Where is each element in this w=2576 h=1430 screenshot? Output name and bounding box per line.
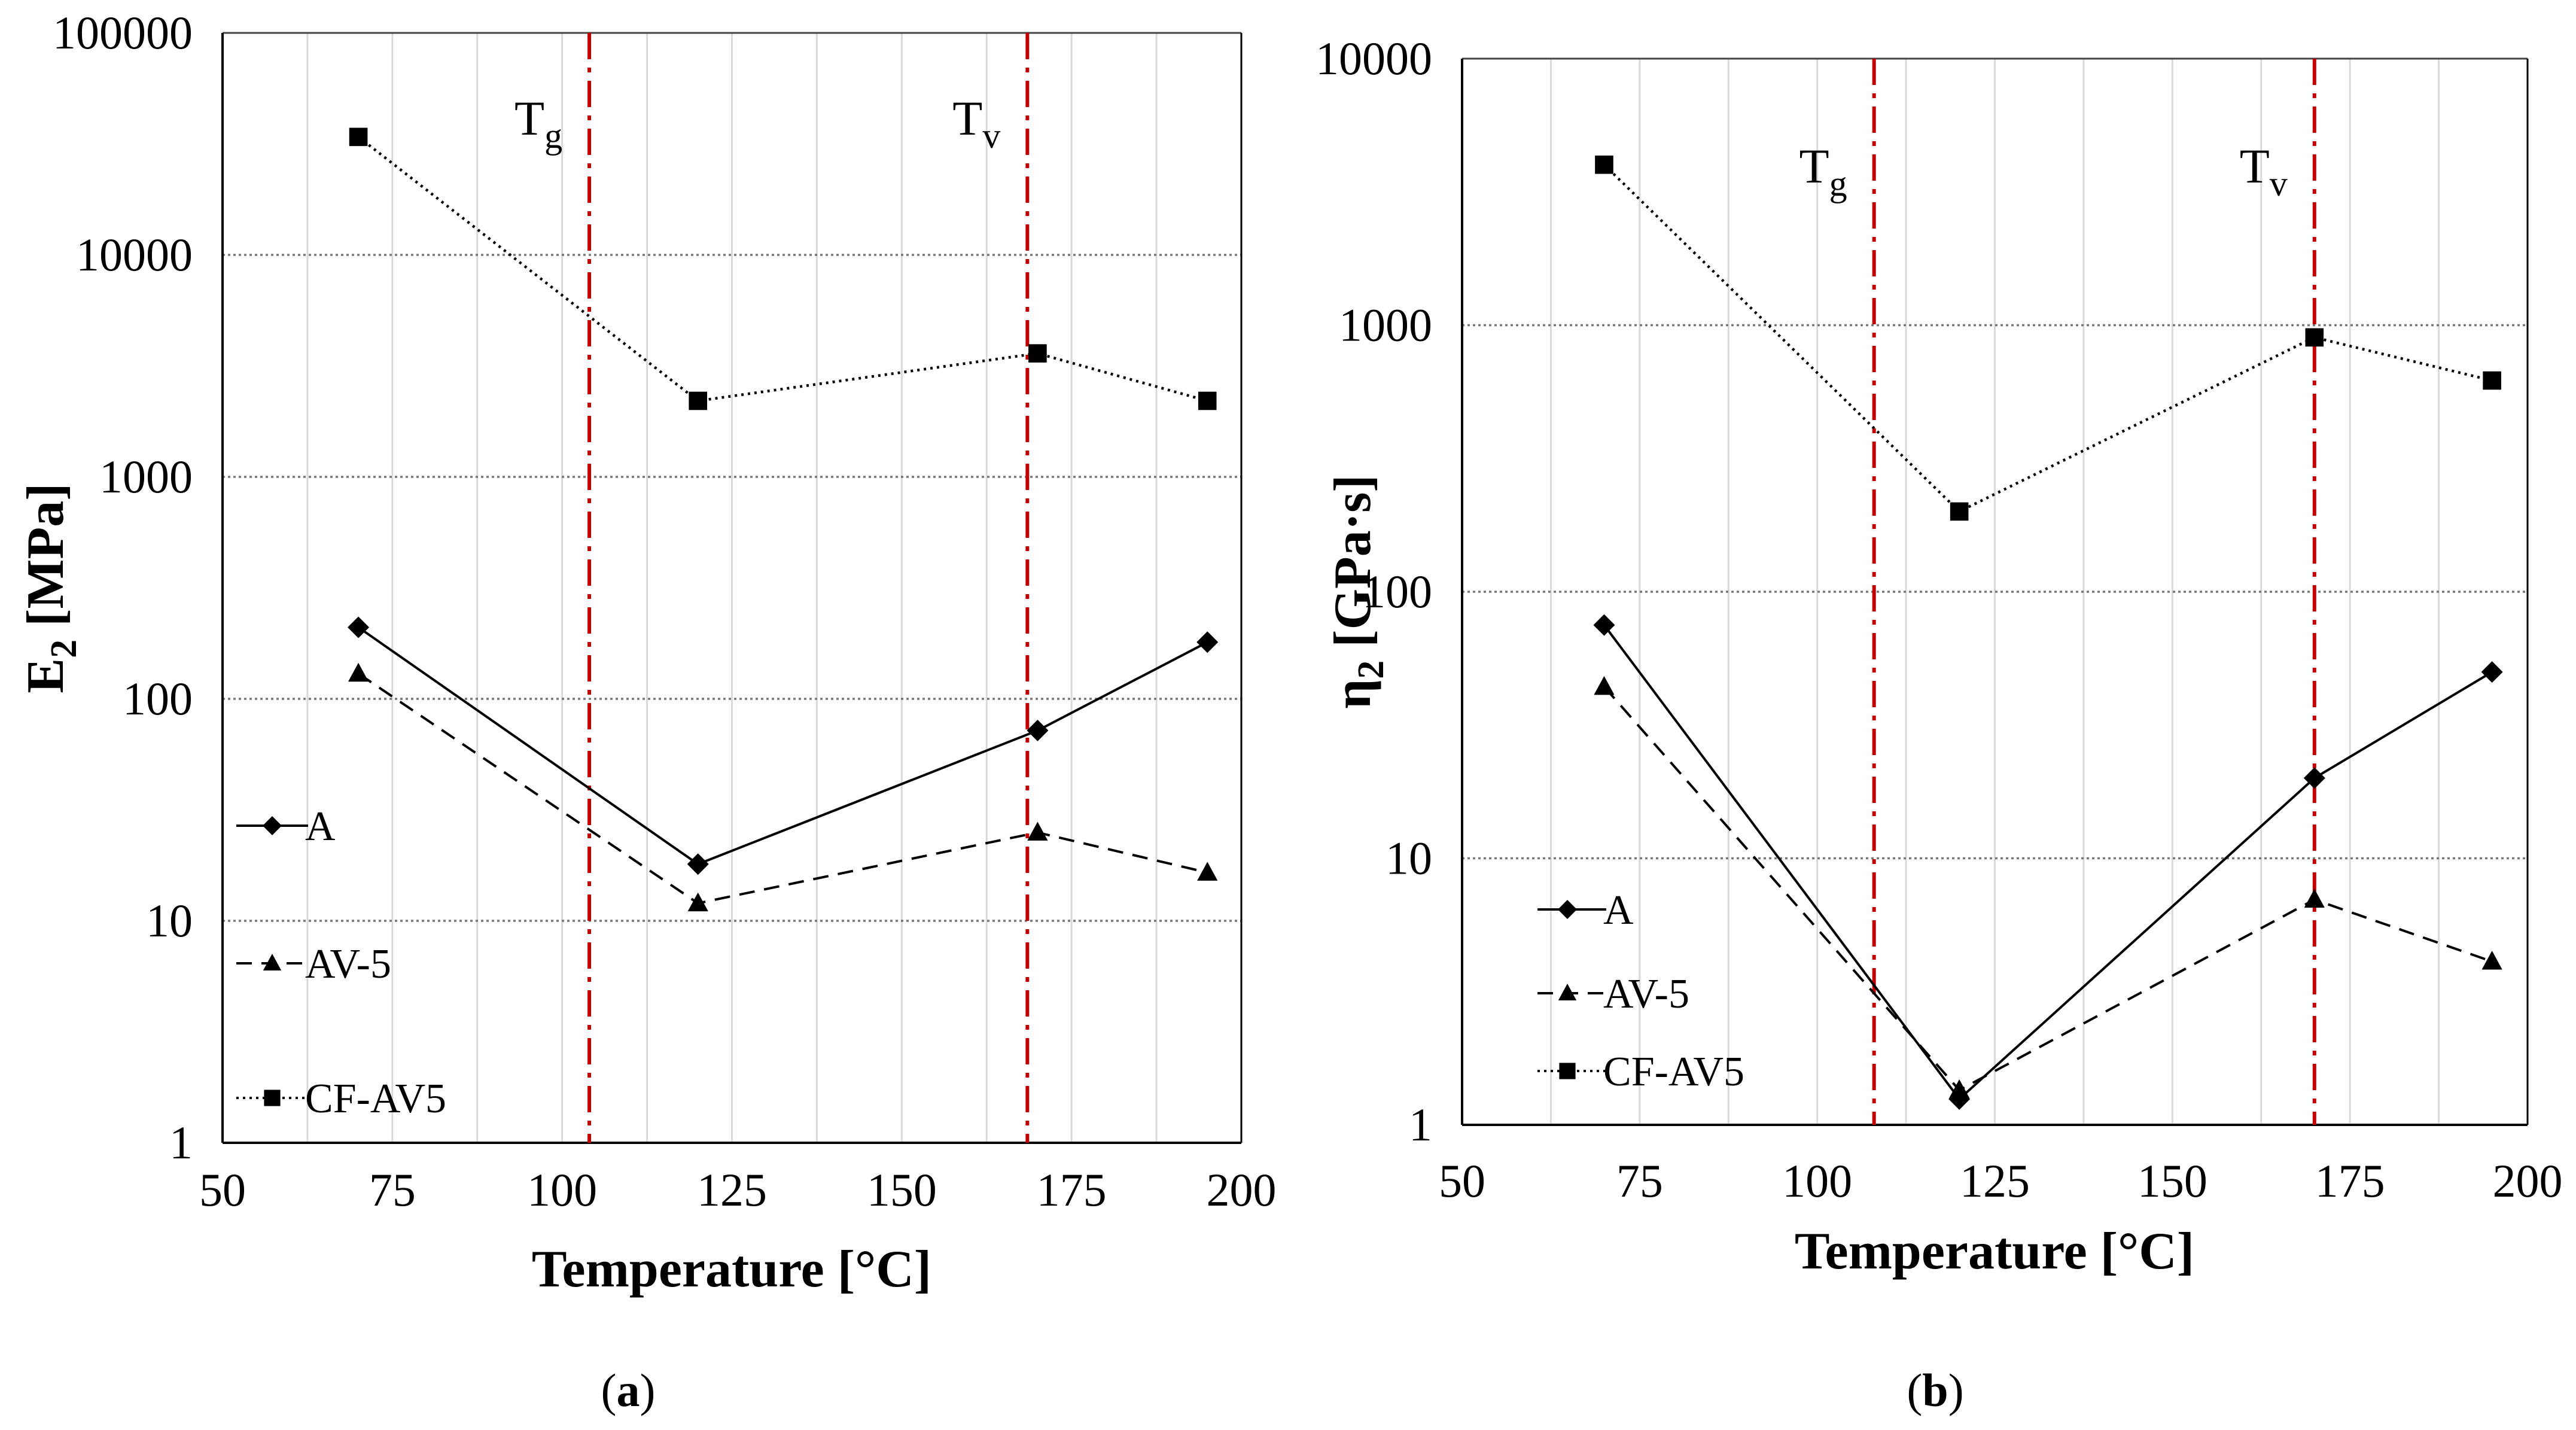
legend-label-av-5: AV-5 [305, 941, 391, 987]
data-point-a [2481, 661, 2503, 683]
data-point-cf-av5 [1595, 155, 1613, 174]
data-point-av-5 [1027, 822, 1048, 841]
y-axis-title-subscript: 2 [44, 640, 84, 658]
panel-label-open: ( [1907, 1364, 1922, 1416]
data-point-av-5 [1197, 862, 1218, 881]
x-tick-label: 75 [1616, 1155, 1663, 1207]
panel-label: (a) [601, 1364, 656, 1416]
data-point-a [348, 616, 370, 638]
data-point-cf-av5 [689, 391, 708, 410]
x-tick-label: 175 [2315, 1155, 2385, 1207]
legend-label-cf-av5: CF-AV5 [1603, 1049, 1744, 1095]
data-point-av-5 [2304, 889, 2325, 908]
x-tick-label: 150 [867, 1164, 937, 1216]
legend-marker-a [263, 816, 282, 835]
panel-label-close: ) [640, 1364, 656, 1416]
panel-label-close: ) [1948, 1364, 1964, 1416]
y-axis-title: η2 [GPa·s] [1324, 474, 1391, 708]
annotation-main: T [514, 91, 544, 145]
annotation-main: T [2240, 139, 2270, 193]
y-tick-label: 100 [123, 673, 193, 725]
data-point-cf-av5 [349, 127, 368, 147]
x-tick-label: 50 [199, 1164, 246, 1216]
panel-label-letter: b [1922, 1364, 1948, 1416]
data-point-av-5 [1594, 676, 1615, 695]
x-tick-label: 75 [369, 1164, 416, 1216]
annotation-subscript: v [982, 116, 1000, 156]
data-point-cf-av5 [1028, 344, 1047, 363]
y-tick-label: 1 [1409, 1099, 1432, 1151]
data-point-a [687, 853, 709, 875]
y-axis-title-main: E [17, 658, 75, 693]
legend-marker-av-5 [263, 954, 282, 970]
annotation-subscript: v [2270, 164, 2288, 203]
x-tick-label: 175 [1037, 1164, 1107, 1216]
x-tick-label: 100 [1782, 1155, 1852, 1207]
annotation-main: T [1799, 139, 1829, 193]
y-axis-title-unit: [MPa] [17, 483, 75, 639]
panel-a-chart: 50 75 100 125 150 175 200 1 10 100 1000 10000 100000… [17, 7, 1277, 1416]
data-point-av-5 [1949, 1079, 1970, 1099]
data-point-cf-av5 [2483, 371, 2501, 390]
data-point-av-5 [2481, 951, 2502, 970]
annotation-main: T [952, 91, 982, 145]
y-axis-title-main: η [1324, 679, 1382, 709]
x-tick-label: 50 [1439, 1155, 1485, 1207]
y-tick-label: 10 [146, 894, 193, 947]
annotation-tv: Tv [952, 91, 1000, 156]
legend-label-av-5: AV-5 [1603, 971, 1689, 1017]
y-tick-label: 10000 [76, 229, 193, 281]
x-tick-label: 200 [1207, 1164, 1277, 1216]
series-line-av-5 [1603, 686, 2493, 1092]
annotation-subscript: g [544, 116, 562, 156]
data-point-a [1593, 614, 1615, 636]
y-tick-label: 10000 [1316, 32, 1432, 84]
legend-marker-a [1558, 900, 1577, 919]
y-axis-title: E2 [MPa] [17, 483, 84, 693]
data-point-av-5 [687, 892, 708, 912]
legend-label-a: A [1603, 887, 1634, 933]
annotation-tg: Tg [1799, 139, 1847, 203]
series-line-cf-av5 [357, 136, 1208, 403]
annotation-subscript: g [1829, 164, 1847, 203]
data-point-a [1196, 631, 1219, 653]
data-point-cf-av5 [1198, 391, 1217, 410]
legend-label-cf-av5: CF-AV5 [305, 1076, 446, 1122]
y-tick-label: 10 [1386, 832, 1432, 884]
data-point-a [2303, 767, 2325, 789]
x-tick-label: 200 [2493, 1155, 2563, 1207]
data-point-cf-av5 [1950, 502, 1969, 521]
series-line-a [357, 626, 1208, 866]
series-line-av-5 [357, 673, 1208, 905]
y-tick-label: 1 [169, 1116, 193, 1169]
x-axis-title: Temperature [°C] [1795, 1222, 2194, 1280]
x-axis-title: Temperature [°C] [532, 1240, 931, 1298]
y-tick-label: 1000 [99, 451, 193, 503]
legend-marker-cf-av5 [1559, 1063, 1576, 1079]
data-point-av-5 [348, 662, 369, 682]
data-point-cf-av5 [2305, 328, 2324, 347]
panel-label: (b) [1907, 1364, 1963, 1416]
series-line-cf-av5 [1603, 163, 2493, 513]
x-tick-label: 125 [697, 1164, 767, 1216]
annotation-tv: Tv [2240, 139, 2288, 203]
x-tick-label: 150 [2137, 1155, 2207, 1207]
data-point-a [1027, 719, 1049, 741]
series-line-a [1603, 624, 2493, 1101]
panel-b-chart: 50 75 100 125 150 175 200 1 10 100 1000 10000 Temper… [1316, 32, 2563, 1416]
y-tick-label: 1000 [1339, 299, 1432, 351]
legend-marker-av-5 [1558, 984, 1577, 1000]
y-axis-title-unit: [GPa·s] [1324, 474, 1382, 660]
x-tick-label: 125 [1960, 1155, 2030, 1207]
annotation-tg: Tg [514, 91, 562, 156]
y-tick-label: 100 [1362, 565, 1432, 617]
x-tick-label: 100 [527, 1164, 597, 1216]
legend-label-a: A [305, 804, 336, 850]
y-axis-title-subscript: 2 [1351, 661, 1391, 679]
panel-label-letter: a [617, 1364, 640, 1416]
panel-label-open: ( [601, 1364, 617, 1416]
legend-marker-cf-av5 [264, 1090, 281, 1106]
y-tick-label: 100000 [53, 7, 193, 59]
